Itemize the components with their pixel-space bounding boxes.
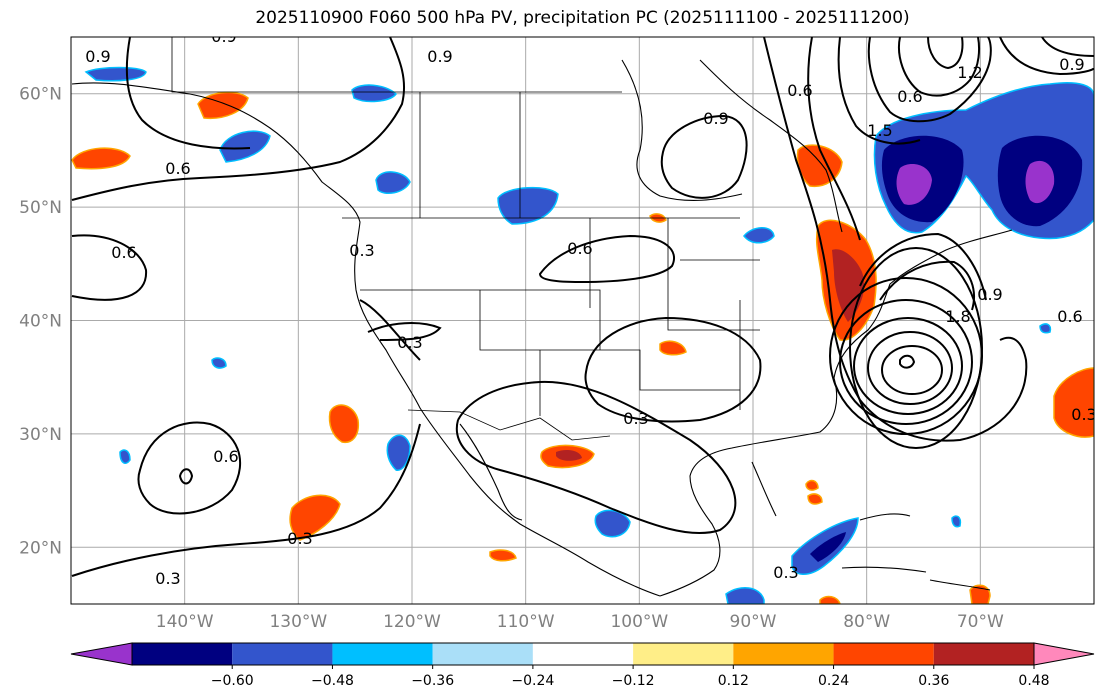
lon-label: 70°W: [957, 612, 1004, 632]
colorbar-segment: [833, 643, 934, 665]
colorbar-tick-label: 0.36: [918, 673, 949, 689]
contour-label: 0.6: [787, 81, 812, 100]
precip-neg-blob: [119, 449, 131, 465]
precip-pos-blob: [71, 147, 131, 170]
colorbar-segment: [132, 643, 233, 665]
contour-label: 1.5: [867, 121, 892, 140]
colorbar-segment: [332, 643, 433, 665]
contour-label: 1.2: [957, 63, 982, 82]
precip-neg-blob: [84, 66, 147, 82]
contour-label: 0.3: [397, 333, 422, 352]
colorbar-tick-label: −0.36: [411, 673, 454, 689]
colorbar-outline: [131, 642, 1035, 666]
precip-neg-blob: [386, 434, 411, 471]
colorbar-arrow-low: [70, 642, 133, 666]
contour-label: 0.6: [1057, 307, 1082, 326]
coastlines: [71, 59, 1013, 597]
lon-label: 90°W: [730, 612, 777, 632]
precip-neg-blob: [725, 587, 765, 604]
precip-neg-blob: [211, 357, 227, 369]
colorbar-segment: [532, 643, 634, 665]
colorbar-segment: [232, 643, 333, 665]
contour-label: 0.9: [211, 27, 236, 46]
colorbar-tick-label: 0.48: [1018, 673, 1049, 689]
precip-neg-blob: [743, 227, 775, 244]
contour-label: 0.9: [1059, 55, 1084, 74]
contour-label: 0.3: [155, 569, 180, 588]
colorbar-tick-label: −0.60: [211, 673, 254, 689]
colorbar-tick-label: 0.12: [718, 673, 749, 689]
contour-labels: 0.9 0.9 0.6 0.9 0.9 0.6 0.3 0.6 0.3 0.3 0.6 0.3 0.3 0…: [85, 27, 1096, 588]
contour-label: 0.9: [977, 285, 1002, 304]
precip-pos-blob: [289, 494, 341, 541]
colorbar-segment: [733, 643, 834, 665]
contour-label: 0.6: [567, 239, 592, 258]
gridlines: [71, 37, 1094, 604]
lon-label: 80°W: [843, 612, 890, 632]
contour-label: 0.6: [213, 447, 238, 466]
lon-label: 100°W: [610, 612, 668, 632]
colorbar-arrow-high: [1033, 642, 1095, 666]
colorbar-tick-labels: −0.60 −0.48 −0.36 −0.24 −0.12 0.12 0.24 0.36 0.4…: [211, 665, 1050, 689]
contour-label: 0.9: [427, 47, 452, 66]
precip-pos-core: [556, 450, 582, 461]
lat-label: 20°N: [19, 538, 62, 558]
lat-label: 30°N: [19, 425, 62, 445]
precip-pos-blob: [489, 549, 517, 562]
precip-anomaly-shading: [71, 66, 1094, 604]
lon-label: 110°W: [497, 612, 555, 632]
contour-label: 0.3: [773, 563, 798, 582]
contour-label: 0.3: [623, 409, 648, 428]
colorbar-tick-label: −0.12: [612, 673, 655, 689]
precip-neg-blob: [1039, 323, 1052, 334]
contour-label: 1.8: [945, 307, 970, 326]
contour-label: 0.9: [85, 47, 110, 66]
lat-label: 60°N: [19, 85, 62, 105]
map-border: [70, 36, 1095, 605]
contour-label: 0.3: [349, 241, 374, 260]
longitude-labels: 140°W 130°W 120°W 110°W 100°W 90°W 80°W 70°W: [156, 612, 1004, 632]
contour-label: 0.6: [111, 243, 136, 262]
contour-label: 0.6: [897, 87, 922, 106]
precip-pos-blob: [807, 493, 823, 505]
precip-neg-blob: [351, 84, 397, 103]
precip-neg-core: [810, 532, 846, 562]
contour-label: 0.6: [165, 159, 190, 178]
precip-pos-blob: [659, 340, 687, 356]
precip-neg-blob: [951, 515, 962, 528]
precip-pos-blob: [819, 595, 841, 604]
contour-label: 0.3: [287, 529, 312, 548]
latitude-labels: 20°N 30°N 40°N 50°N 60°N: [19, 85, 62, 559]
precip-neg-peak: [896, 164, 932, 205]
pv-contours: [71, 37, 1094, 577]
political-borders: [171, 37, 760, 441]
lat-label: 40°N: [19, 312, 62, 332]
precip-neg-blob: [497, 186, 559, 225]
precip-neg-blob: [375, 171, 411, 195]
colorbar-segment: [432, 643, 533, 665]
lon-label: 130°W: [269, 612, 327, 632]
contour-label: 0.3: [1071, 405, 1096, 424]
colorbar-segment: [933, 643, 1034, 665]
lon-label: 140°W: [156, 612, 214, 632]
precip-pos-blob: [328, 404, 360, 444]
colorbar: [70, 642, 1095, 666]
colorbar-segment: [633, 643, 734, 665]
precip-neg-peak: [1025, 160, 1055, 204]
contour-label: 0.9: [703, 109, 728, 128]
colorbar-tick-label: −0.24: [511, 673, 554, 689]
precip-neg-blob: [219, 130, 271, 163]
precip-pos-blob: [805, 479, 819, 491]
precip-pos-blob: [1053, 367, 1094, 438]
colorbar-tick-label: −0.48: [311, 673, 354, 689]
precip-neg-blob: [594, 509, 631, 538]
colorbar-tick-label: 0.24: [818, 673, 849, 689]
lat-label: 50°N: [19, 198, 62, 218]
map-title: 2025110900 F060 500 hPa PV, precipitatio…: [255, 8, 910, 28]
lon-label: 120°W: [383, 612, 441, 632]
